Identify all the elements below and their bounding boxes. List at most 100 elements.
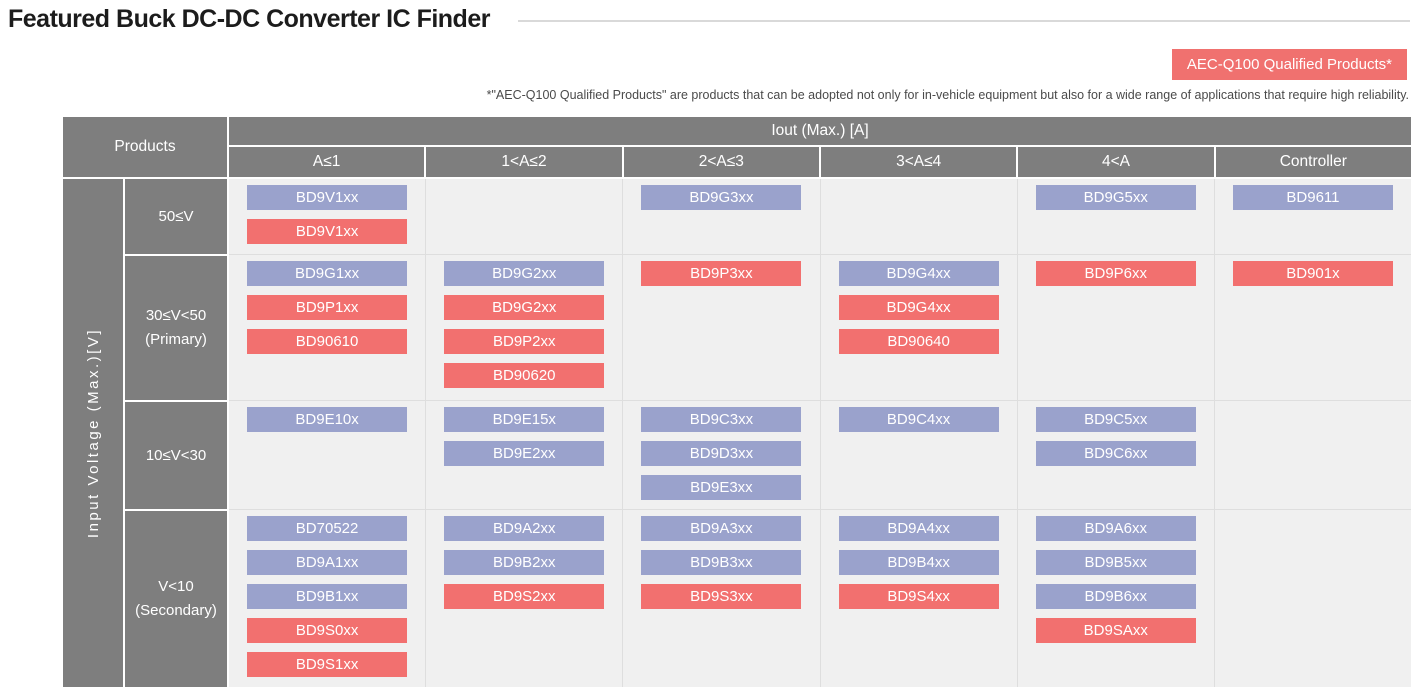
iout-header-group: Iout (Max.) [A] A≤1 1<A≤2 2<A≤3 3<A≤4 4<… bbox=[229, 117, 1411, 177]
product-cell: BD9E15x BD9E2xx bbox=[425, 400, 623, 509]
product-cell: BD9P3xx bbox=[622, 254, 820, 400]
product-button[interactable]: BD9C4xx bbox=[838, 407, 999, 432]
product-cell bbox=[1213, 509, 1411, 687]
product-cell: BD9611 bbox=[1213, 179, 1411, 254]
product-button[interactable]: BD9V1xx bbox=[247, 185, 408, 210]
ic-finder-table: Products Iout (Max.) [A] A≤1 1<A≤2 2<A≤3… bbox=[63, 117, 1411, 687]
product-button[interactable]: BD9B1xx bbox=[247, 584, 408, 609]
product-cell: BD9C5xx BD9C6xx bbox=[1016, 400, 1214, 509]
product-button[interactable]: BD9611 bbox=[1232, 185, 1393, 210]
product-button[interactable]: BD9S0xx bbox=[247, 618, 408, 643]
product-cell: BD901x bbox=[1213, 254, 1411, 400]
row-header-label: 30≤V<50 bbox=[145, 307, 207, 324]
row-header-cell: V<10 (Secondary) bbox=[125, 509, 229, 687]
product-button[interactable]: BD90640 bbox=[838, 329, 999, 354]
footnote-text: *"AEC-Q100 Qualified Products" are produ… bbox=[486, 88, 1409, 102]
product-button[interactable]: BD90610 bbox=[247, 329, 408, 354]
column-header-4-a: 4<A bbox=[1016, 147, 1214, 177]
product-button[interactable]: BD9C3xx bbox=[641, 407, 802, 432]
product-button[interactable]: BD9C6xx bbox=[1035, 441, 1196, 466]
product-cell bbox=[1213, 400, 1411, 509]
product-cell: BD9P6xx bbox=[1016, 254, 1214, 400]
row-header-sublabel: (Primary) bbox=[145, 331, 207, 348]
product-cell: BD70522 BD9A1xx BD9B1xx BD9S0xx BD9S1xx bbox=[229, 509, 426, 687]
product-button[interactable]: BD9B3xx bbox=[641, 550, 802, 575]
product-button[interactable]: BD9D3xx bbox=[641, 441, 802, 466]
product-cell: BD9G3xx bbox=[622, 179, 820, 254]
product-button[interactable]: BD90620 bbox=[444, 363, 605, 388]
product-button[interactable]: BD9C5xx bbox=[1035, 407, 1196, 432]
table-header: Products Iout (Max.) [A] A≤1 1<A≤2 2<A≤3… bbox=[63, 117, 1411, 177]
voltage-row: 50≤V BD9V1xx BD9V1xx BD9G3xx BD9G5xx BD9611 bbox=[125, 179, 1411, 254]
product-cell: BD9A6xx BD9B5xx BD9B6xx BD9SAxx bbox=[1016, 509, 1214, 687]
product-button[interactable]: BD9A2xx bbox=[444, 516, 605, 541]
column-header-1-a-2: 1<A≤2 bbox=[424, 147, 622, 177]
product-cell: BD9A3xx BD9B3xx BD9S3xx bbox=[622, 509, 820, 687]
aec-q100-legend-badge: AEC-Q100 Qualified Products* bbox=[1171, 49, 1407, 80]
row-header-sublabel: (Secondary) bbox=[135, 602, 217, 619]
product-cell: BD9C4xx bbox=[819, 400, 1017, 509]
voltage-row: 10≤V<30 BD9E10x BD9E15x BD9E2xx BD9C3xx BD9D3… bbox=[125, 400, 1411, 509]
product-cell: BD9G1xx BD9P1xx BD90610 bbox=[229, 254, 426, 400]
iout-group-header-cell: Iout (Max.) [A] bbox=[229, 117, 1411, 147]
product-button[interactable]: BD9B5xx bbox=[1035, 550, 1196, 575]
row-header-label: 50≤V bbox=[158, 207, 194, 225]
column-header-2-a-3: 2<A≤3 bbox=[621, 147, 819, 177]
row-header-label: 10≤V<30 bbox=[145, 446, 207, 464]
product-button[interactable]: BD9V1xx bbox=[247, 219, 408, 244]
product-cell: BD9G5xx bbox=[1016, 179, 1214, 254]
title-row: Featured Buck DC-DC Converter IC Finder bbox=[8, 0, 1410, 34]
row-header-label: V<10 bbox=[158, 578, 194, 595]
product-button[interactable]: BD901x bbox=[1232, 261, 1393, 286]
product-button[interactable]: BD9G3xx bbox=[641, 185, 802, 210]
product-cell: BD9G4xx BD9G4xx BD90640 bbox=[819, 254, 1017, 400]
voltage-rows: 50≤V BD9V1xx BD9V1xx BD9G3xx BD9G5xx BD9611 30… bbox=[125, 179, 1411, 687]
product-cell bbox=[819, 179, 1017, 254]
column-header-row: A≤1 1<A≤2 2<A≤3 3<A≤4 4<A Controller bbox=[229, 147, 1411, 177]
page-title: Featured Buck DC-DC Converter IC Finder bbox=[8, 5, 490, 33]
product-cell: BD9G2xx BD9G2xx BD9P2xx BD90620 bbox=[425, 254, 623, 400]
product-button[interactable]: BD9B2xx bbox=[444, 550, 605, 575]
input-voltage-axis-label: Input Voltage (Max.)[V] bbox=[84, 327, 102, 539]
product-button[interactable]: BD9E10x bbox=[247, 407, 408, 432]
product-button[interactable]: BD9G1xx bbox=[247, 261, 408, 286]
product-button[interactable]: BD9G4xx bbox=[838, 295, 999, 320]
product-button[interactable]: BD9B4xx bbox=[838, 550, 999, 575]
product-button[interactable]: BD9P6xx bbox=[1035, 261, 1196, 286]
product-button[interactable]: BD9A1xx bbox=[247, 550, 408, 575]
product-cell: BD9V1xx BD9V1xx bbox=[229, 179, 426, 254]
product-button[interactable]: BD9S2xx bbox=[444, 584, 605, 609]
product-button[interactable]: BD9E15x bbox=[444, 407, 605, 432]
product-button[interactable]: BD9E3xx bbox=[641, 475, 802, 500]
product-button[interactable]: BD9A4xx bbox=[838, 516, 999, 541]
column-header-a-le-1: A≤1 bbox=[229, 147, 425, 177]
product-button[interactable]: BD9S3xx bbox=[641, 584, 802, 609]
product-button[interactable]: BD9P2xx bbox=[444, 329, 605, 354]
product-button[interactable]: BD9S4xx bbox=[838, 584, 999, 609]
product-button[interactable]: BD9G5xx bbox=[1035, 185, 1196, 210]
title-divider bbox=[517, 20, 1410, 22]
product-button[interactable]: BD9A3xx bbox=[641, 516, 802, 541]
product-button[interactable]: BD9E2xx bbox=[444, 441, 605, 466]
product-button[interactable]: BD9A6xx bbox=[1035, 516, 1196, 541]
product-button[interactable]: BD9S1xx bbox=[247, 652, 408, 677]
product-button[interactable]: BD70522 bbox=[247, 516, 408, 541]
product-button[interactable]: BD9SAxx bbox=[1035, 618, 1196, 643]
row-header-cell: 50≤V bbox=[125, 179, 229, 254]
row-header-cell: 10≤V<30 bbox=[125, 400, 229, 509]
input-voltage-axis-cell: Input Voltage (Max.)[V] bbox=[63, 179, 125, 687]
product-cell bbox=[425, 179, 623, 254]
product-cell: BD9A4xx BD9B4xx BD9S4xx bbox=[819, 509, 1017, 687]
product-button[interactable]: BD9P3xx bbox=[641, 261, 802, 286]
voltage-row: 30≤V<50 (Primary) BD9G1xx BD9P1xx BD90610 BD9… bbox=[125, 254, 1411, 400]
product-cell: BD9E10x bbox=[229, 400, 426, 509]
column-header-controller: Controller bbox=[1213, 147, 1411, 177]
product-button[interactable]: BD9P1xx bbox=[247, 295, 408, 320]
column-header-3-a-4: 3<A≤4 bbox=[818, 147, 1017, 177]
products-header-cell: Products bbox=[63, 117, 229, 177]
product-button[interactable]: BD9G2xx bbox=[444, 295, 605, 320]
table-body: Input Voltage (Max.)[V] 50≤V BD9V1xx BD9V1… bbox=[63, 179, 1411, 687]
product-button[interactable]: BD9B6xx bbox=[1035, 584, 1196, 609]
product-button[interactable]: BD9G2xx bbox=[444, 261, 605, 286]
product-button[interactable]: BD9G4xx bbox=[838, 261, 999, 286]
